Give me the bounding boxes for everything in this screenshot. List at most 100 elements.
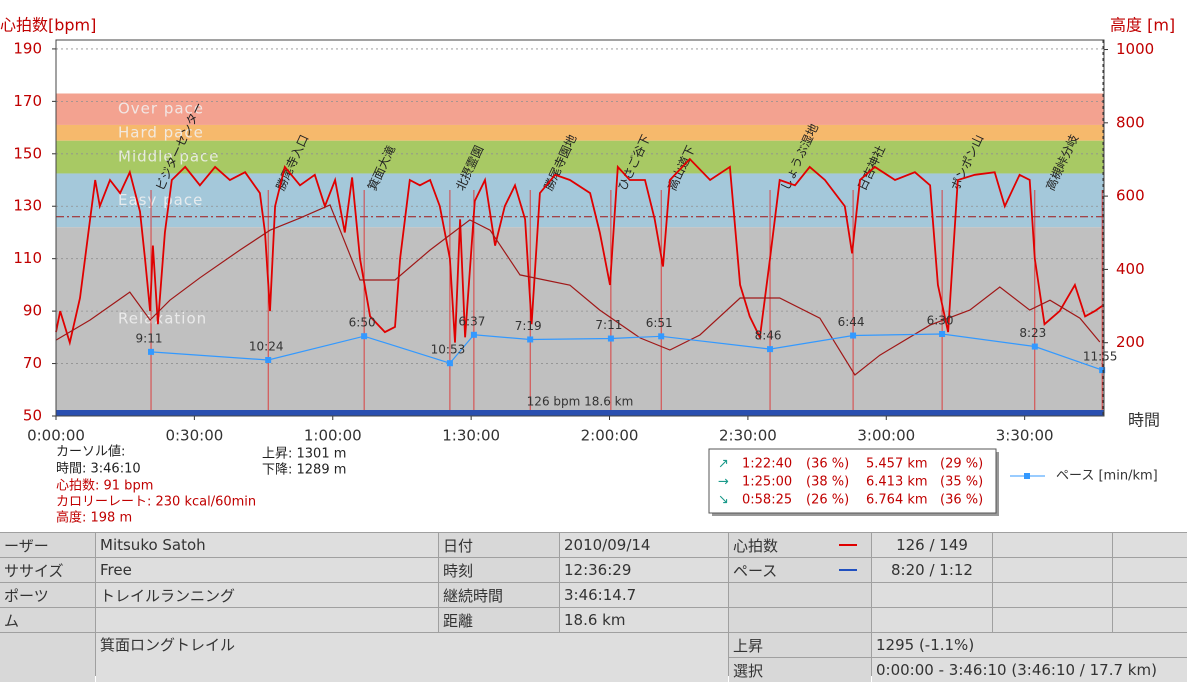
pace-label: 10:24 — [249, 340, 284, 354]
pace-label: 11:55 — [1083, 350, 1118, 364]
cell: 126 / 149 — [872, 533, 992, 557]
cell — [729, 608, 871, 632]
x-tick-label: 0:30:00 — [165, 427, 223, 445]
zone — [56, 93, 1104, 125]
lap-box — [708, 448, 997, 514]
arrow-down: ↘ — [718, 493, 729, 508]
lap-cell: 1:22:40 — [742, 457, 792, 472]
zone — [56, 140, 1104, 174]
pace-marker — [767, 346, 774, 353]
zone-label: Hard pace — [118, 123, 204, 141]
y-tick-label: 70 — [23, 354, 42, 372]
y2-tick-label: 400 — [1116, 260, 1145, 278]
center-label: 126 bpm 18.6 km — [527, 395, 634, 409]
cell: トレイルランニング — [96, 583, 438, 607]
pace-label: 8:46 — [755, 329, 782, 343]
pace-legend: ペース [min/km] — [1010, 469, 1158, 484]
y-tick-label: 90 — [23, 302, 42, 320]
x-tick-label: 3:00:00 — [857, 427, 915, 445]
cell: 心拍数 — [729, 533, 871, 557]
zone-label: Relaxation — [118, 309, 207, 327]
y-tick-label: 190 — [13, 39, 42, 57]
y2-tick-label: 1000 — [1116, 40, 1154, 58]
ascent: 上昇: 1301 m — [262, 447, 346, 462]
lap-cell: (29 %) — [940, 457, 983, 472]
y2-tick-label: 600 — [1116, 187, 1145, 205]
y-tick-label: 50 — [23, 407, 42, 425]
label: 心拍数 — [733, 536, 779, 555]
cell: ペース — [729, 558, 871, 582]
pace-marker — [148, 348, 155, 355]
cell: ム — [0, 608, 95, 632]
pace-label: 6:51 — [646, 316, 673, 330]
cell: ーザー — [0, 533, 95, 557]
lap-rows: 1:22:40 (36 %) 5.457 km (29 %) 1:25:00 (38 %)… — [742, 457, 983, 508]
cell — [993, 608, 1112, 632]
pace-marker — [939, 331, 946, 337]
pace-label: 6:30 — [927, 314, 954, 328]
cell: 距離 — [439, 608, 559, 632]
cell — [1113, 583, 1187, 607]
y-tick-label: 130 — [13, 197, 42, 215]
x-tick-label: 1:00:00 — [304, 427, 362, 445]
series-line — [55, 157, 1103, 347]
cell: ササイズ — [0, 558, 95, 582]
swatch — [839, 569, 857, 571]
zone-label: Middle pace — [118, 148, 220, 166]
cell — [1113, 558, 1187, 582]
x-tick-label: 2:30:00 — [719, 427, 777, 445]
pace-marker — [527, 336, 534, 343]
y2-tick-label: 200 — [1116, 333, 1145, 351]
cell — [729, 583, 871, 607]
series-line — [55, 204, 1101, 376]
cell: 0:00:00 - 3:46:10 (3:46:10 / 17.7 km) — [872, 658, 1187, 682]
pace-label: 7:19 — [515, 319, 542, 333]
arrow-up: ↗ — [718, 457, 729, 472]
pace-marker — [361, 333, 368, 340]
cell: 2010/09/14 — [560, 533, 728, 557]
cell: 選択 — [729, 658, 871, 682]
cell: Mitsuko Satoh — [96, 533, 438, 557]
cursor-line: 心拍数: 91 bpm — [56, 479, 153, 494]
cell — [872, 608, 992, 632]
chart: 心拍数[bpm] 高度 [m] 時間 Over pace Hard pace Mid… — [0, 16, 1175, 526]
lap-cell: 0:58:25 — [742, 493, 792, 508]
cell: 時刻 — [439, 558, 559, 582]
x-tick-label: 2:00:00 — [581, 427, 639, 445]
pace-marker — [1099, 367, 1106, 374]
cursor-line: カーソル値: — [56, 444, 125, 460]
cell: Free — [96, 558, 438, 582]
plot-frame — [55, 39, 1105, 417]
lap-cell: 6.413 km — [866, 475, 928, 490]
cell — [993, 558, 1112, 582]
label: ペース — [733, 561, 778, 580]
x-tick-label: 1:30:00 — [442, 427, 500, 445]
cursor-line: カロリーレート: 230 kcal/60min — [56, 495, 256, 510]
pace-label: 7:11 — [595, 318, 622, 332]
pace-label: 6:44 — [838, 315, 865, 329]
pace-marker — [470, 331, 477, 338]
cell: 継続時間 — [439, 583, 559, 607]
cell: 8:20 / 1:12 — [872, 558, 992, 582]
lap-cell: 5.457 km — [866, 457, 928, 472]
legend-label: ペース [min/km] — [1056, 469, 1158, 484]
cell — [993, 583, 1112, 607]
cursor-info: カーソル値: 時間: 3:46:10 心拍数: 91 bpm カロリーレート: … — [56, 444, 346, 526]
zone — [56, 173, 1104, 228]
plot: Over pace Hard pace Middle pace Easy pace Re… — [13, 39, 1154, 444]
cell: 日付 — [439, 533, 559, 557]
cell — [1113, 608, 1187, 632]
cell: 上昇 — [729, 633, 871, 657]
lap-summary: ↗ → ↘ 1:22:40 (36 %) 5.457 km (29 %) 1:25:00… — [708, 448, 999, 516]
y-tick-label: 170 — [13, 92, 42, 110]
cell — [96, 608, 438, 632]
x-tick-label: 0:00:00 — [27, 427, 85, 445]
zone — [56, 124, 1104, 141]
cell: 12:36:29 — [560, 558, 728, 582]
zone-label: Easy pace — [118, 191, 203, 209]
cell — [993, 533, 1112, 557]
lap-cell: (38 %) — [806, 475, 849, 490]
zone-label: Over pace — [118, 100, 204, 118]
lap-cell: (26 %) — [806, 493, 849, 508]
legend-marker — [1024, 473, 1030, 479]
